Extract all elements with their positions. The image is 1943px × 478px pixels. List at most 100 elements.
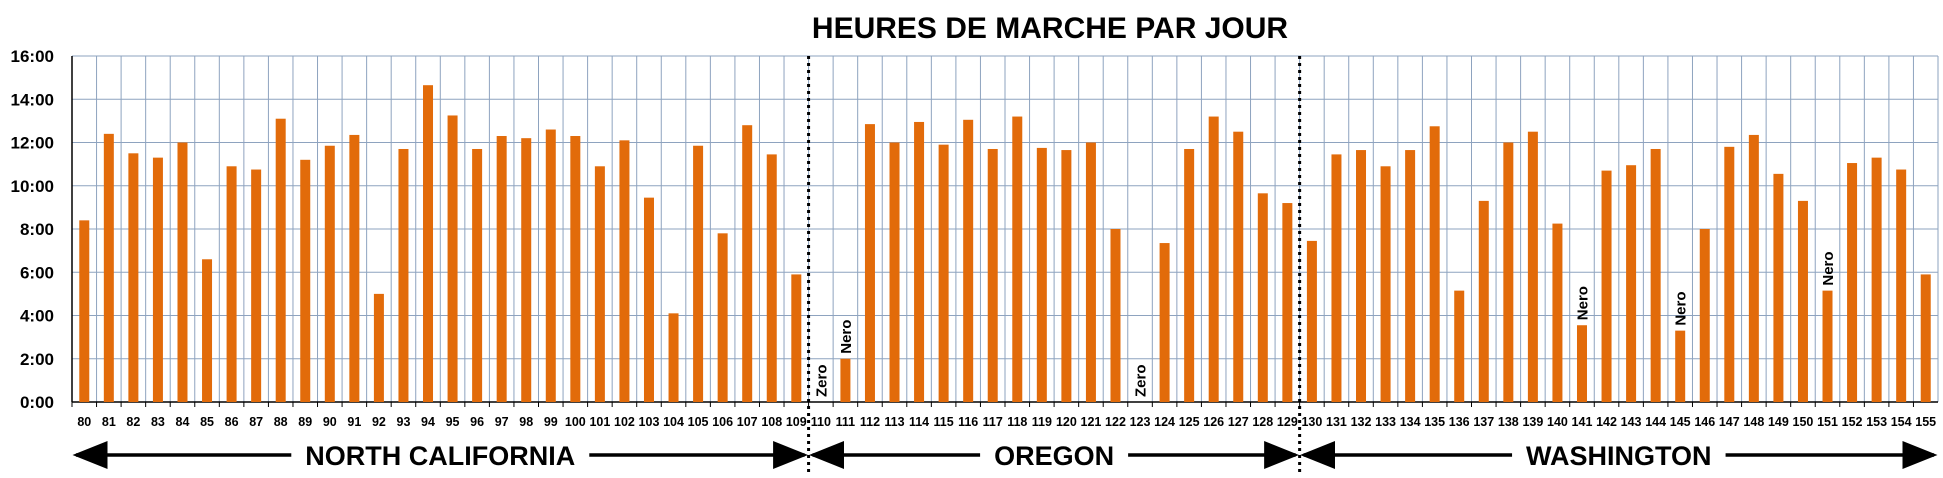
x-tick-label: 98 <box>519 415 533 429</box>
x-tick-label: 87 <box>249 415 263 429</box>
bar-142 <box>1601 170 1612 402</box>
region-label-washington: WASHINGTON <box>1526 441 1712 471</box>
bar-93 <box>398 148 409 402</box>
x-tick-label: 101 <box>589 415 610 429</box>
bar-131 <box>1331 154 1342 402</box>
bar-145 <box>1675 330 1686 402</box>
x-tick-label: 148 <box>1743 415 1764 429</box>
annotation-nero-145: Nero <box>1673 291 1690 325</box>
x-tick-label: 129 <box>1277 415 1298 429</box>
bar-84 <box>177 142 188 402</box>
bar-138 <box>1503 142 1514 402</box>
y-tick-label: 14:00 <box>11 90 54 109</box>
bar-106 <box>717 233 728 402</box>
chart-title: HEURES DE MARCHE PAR JOUR <box>812 12 1288 45</box>
bar-134 <box>1405 150 1416 402</box>
x-tick-label: 119 <box>1032 415 1052 429</box>
x-tick-label: 115 <box>934 415 954 429</box>
x-tick-label: 92 <box>372 415 386 429</box>
x-tick-label: 116 <box>958 415 978 429</box>
x-tick-label: 143 <box>1621 415 1642 429</box>
x-tick-label: 88 <box>274 415 288 429</box>
bar-111 <box>840 358 851 402</box>
x-tick-label: 126 <box>1203 415 1224 429</box>
x-tick-label: 134 <box>1400 415 1421 429</box>
bar-152 <box>1847 163 1858 402</box>
bar-146 <box>1699 229 1710 402</box>
bar-141 <box>1576 325 1587 402</box>
y-tick-label: 10:00 <box>11 177 54 196</box>
bar-82 <box>128 153 139 402</box>
bar-87 <box>251 169 262 402</box>
bar-107 <box>742 125 753 402</box>
x-tick-label: 117 <box>983 415 1003 429</box>
bar-91 <box>349 134 360 402</box>
x-tick-label: 131 <box>1326 415 1347 429</box>
x-tick-label: 95 <box>446 415 460 429</box>
x-tick-label: 106 <box>712 415 733 429</box>
bar-115 <box>938 144 949 402</box>
x-tick-label: 113 <box>884 415 904 429</box>
bar-101 <box>594 166 605 402</box>
x-tick-label: 154 <box>1891 415 1912 429</box>
bar-114 <box>914 121 925 403</box>
bar-148 <box>1748 134 1759 402</box>
x-tick-label: 155 <box>1915 415 1936 429</box>
x-tick-label: 149 <box>1768 415 1789 429</box>
x-tick-label: 133 <box>1375 415 1396 429</box>
bar-113 <box>889 142 900 402</box>
x-tick-label: 112 <box>860 415 880 429</box>
x-tick-label: 118 <box>1007 415 1027 429</box>
bar-140 <box>1552 223 1563 402</box>
x-tick-label: 83 <box>151 415 165 429</box>
bar-92 <box>373 293 384 402</box>
bar-120 <box>1061 150 1072 402</box>
bar-155 <box>1920 274 1931 402</box>
bar-112 <box>864 124 875 403</box>
x-tick-label: 151 <box>1817 415 1838 429</box>
bar-150 <box>1797 200 1808 402</box>
x-tick-label: 114 <box>909 415 929 429</box>
x-tick-label: 138 <box>1498 415 1519 429</box>
x-tick-label: 84 <box>176 415 190 429</box>
x-tick-label: 147 <box>1719 415 1740 429</box>
annotation-nero-111: Nero <box>838 320 855 354</box>
x-tick-label: 135 <box>1424 415 1445 429</box>
bar-151 <box>1822 290 1833 402</box>
bar-90 <box>324 145 335 402</box>
x-tick-label: 80 <box>77 415 91 429</box>
x-tick-label: 108 <box>761 415 782 429</box>
bar-99 <box>545 129 556 402</box>
x-tick-label: 105 <box>688 415 709 429</box>
x-tick-label: 140 <box>1547 415 1568 429</box>
bar-89 <box>300 159 311 402</box>
bar-81 <box>103 133 114 402</box>
x-tick-label: 123 <box>1130 415 1151 429</box>
x-tick-label: 85 <box>200 415 214 429</box>
x-tick-label: 94 <box>421 415 435 429</box>
annotation-zero-123: Zero <box>1133 364 1150 397</box>
bar-132 <box>1356 150 1367 402</box>
bar-139 <box>1527 131 1538 402</box>
x-tick-label: 144 <box>1645 415 1666 429</box>
bar-149 <box>1773 173 1784 402</box>
x-tick-label: 130 <box>1301 415 1322 429</box>
y-tick-label: 4:00 <box>20 307 54 326</box>
x-tick-label: 145 <box>1670 415 1691 429</box>
x-tick-label: 110 <box>811 415 831 429</box>
bar-105 <box>693 145 704 402</box>
bar-136 <box>1454 290 1465 402</box>
bar-85 <box>202 259 213 402</box>
bar-118 <box>1012 116 1023 403</box>
bar-95 <box>447 115 458 402</box>
x-tick-label: 89 <box>298 415 312 429</box>
x-tick-label: 122 <box>1105 415 1126 429</box>
bar-109 <box>791 274 802 402</box>
x-tick-label: 103 <box>639 415 660 429</box>
x-tick-label: 137 <box>1473 415 1494 429</box>
x-tick-label: 132 <box>1351 415 1372 429</box>
bar-130 <box>1306 240 1317 402</box>
bar-129 <box>1282 203 1293 402</box>
bar-128 <box>1257 193 1268 402</box>
